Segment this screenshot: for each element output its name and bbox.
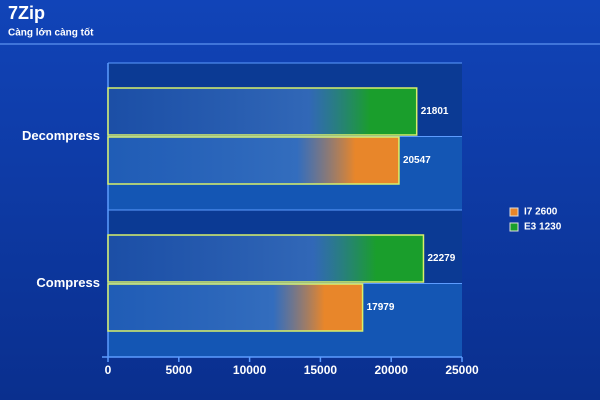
bar: [107, 283, 364, 332]
legend-swatch: [509, 222, 519, 232]
y-tick-label: Decompress: [22, 128, 100, 143]
x-tick-label: 25000: [445, 363, 479, 377]
y-tick-label: Compress: [36, 275, 100, 290]
bar: [107, 234, 425, 283]
bar: [107, 136, 400, 185]
value-label: 20547: [403, 155, 431, 166]
x-tick-label: 20000: [375, 363, 409, 377]
legend-label: E3 1230: [524, 222, 562, 233]
x-tick-label: 15000: [304, 363, 338, 377]
value-label: 17979: [367, 302, 395, 313]
chart-title: 7Zip: [8, 3, 45, 23]
chart-subtitle: Càng lớn càng tốt: [8, 27, 94, 39]
x-tick-label: 0: [105, 363, 112, 377]
legend-label: I7 2600: [524, 207, 558, 218]
x-tick-label: 5000: [165, 363, 192, 377]
value-label: 22279: [427, 253, 455, 264]
bar: [107, 87, 418, 136]
value-label: 21801: [421, 106, 449, 117]
x-tick-label: 10000: [233, 363, 267, 377]
legend-swatch: [509, 207, 519, 217]
